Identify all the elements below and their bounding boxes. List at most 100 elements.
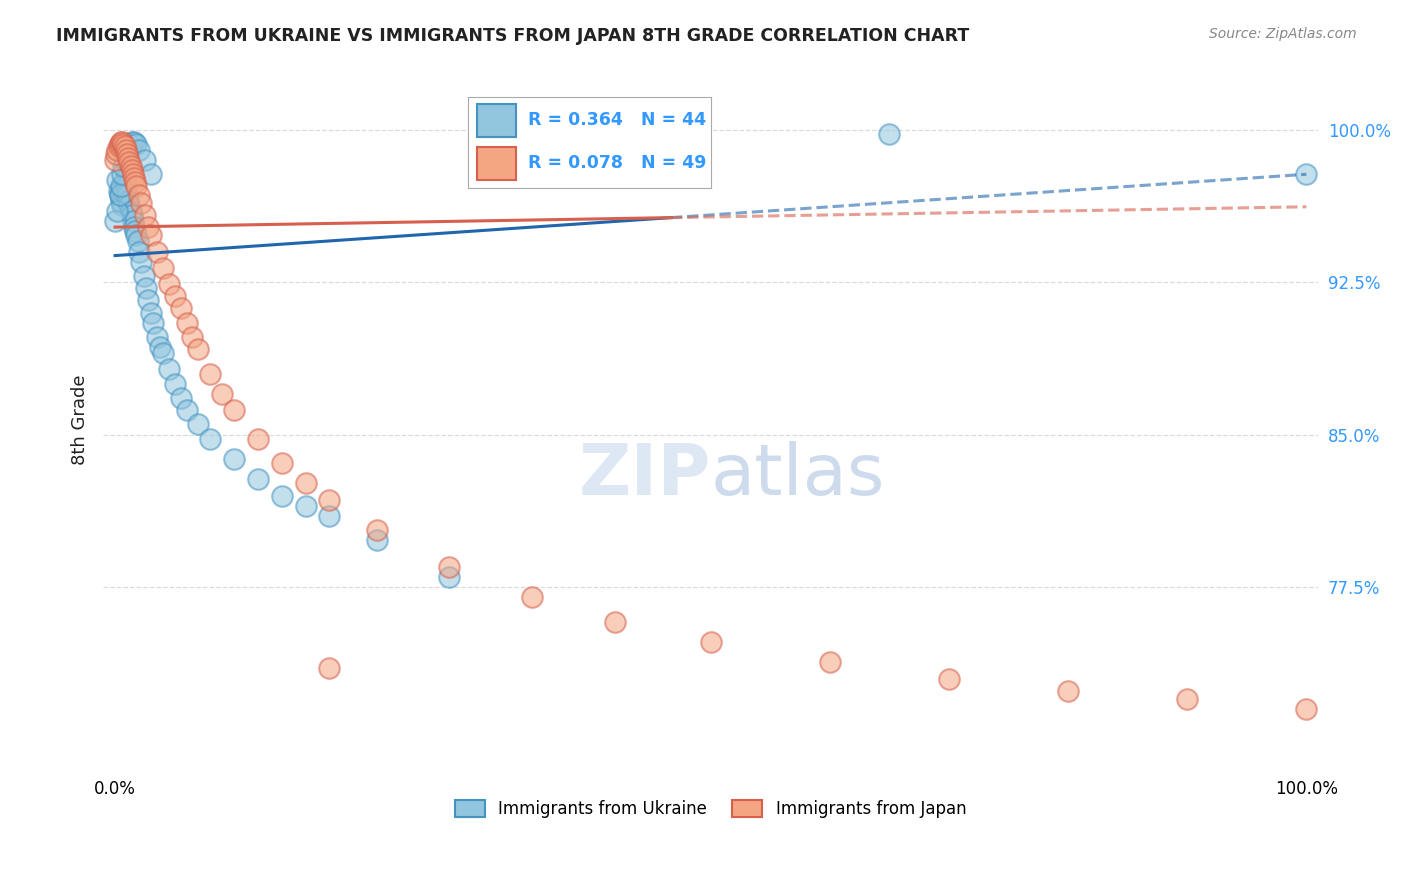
Point xyxy=(124,224,146,238)
Point xyxy=(145,330,167,344)
Point xyxy=(224,403,246,417)
Point xyxy=(176,403,198,417)
Point xyxy=(145,244,167,259)
Point xyxy=(107,138,129,153)
Point xyxy=(122,135,145,149)
Point xyxy=(1057,683,1080,698)
Point xyxy=(1175,691,1198,706)
Point xyxy=(104,214,127,228)
Point xyxy=(938,672,960,686)
Y-axis label: 8th Grade: 8th Grade xyxy=(72,374,89,465)
Point xyxy=(107,184,129,198)
Point xyxy=(121,163,143,178)
Point xyxy=(110,194,132,208)
Point xyxy=(187,417,209,432)
Point xyxy=(139,228,162,243)
Point xyxy=(117,194,139,208)
Text: atlas: atlas xyxy=(710,441,886,510)
Point xyxy=(115,147,138,161)
Point xyxy=(127,235,149,249)
Text: ZIP: ZIP xyxy=(578,441,710,510)
Point xyxy=(139,305,162,319)
Point xyxy=(105,147,128,161)
Point xyxy=(169,391,191,405)
Point xyxy=(318,661,340,675)
Point xyxy=(118,198,141,212)
Point xyxy=(120,203,142,218)
Point xyxy=(157,277,180,291)
Point xyxy=(152,346,174,360)
Point xyxy=(134,153,156,167)
Point xyxy=(176,316,198,330)
Point xyxy=(294,476,316,491)
Point xyxy=(114,147,136,161)
Point xyxy=(169,301,191,316)
Legend: Immigrants from Ukraine, Immigrants from Japan: Immigrants from Ukraine, Immigrants from… xyxy=(449,793,973,825)
Point xyxy=(132,268,155,283)
Point xyxy=(139,167,162,181)
Point xyxy=(134,208,156,222)
Point xyxy=(294,499,316,513)
Point xyxy=(128,187,150,202)
Point xyxy=(111,135,134,149)
Point xyxy=(114,153,136,167)
Point xyxy=(135,281,157,295)
Point xyxy=(118,136,141,151)
Point xyxy=(181,330,204,344)
Point xyxy=(118,155,141,169)
Point xyxy=(129,195,152,210)
Point xyxy=(122,167,145,181)
Point xyxy=(163,376,186,391)
Point xyxy=(129,254,152,268)
Point xyxy=(108,136,131,151)
Point xyxy=(110,179,132,194)
Point xyxy=(138,220,160,235)
Point xyxy=(437,570,460,584)
Point xyxy=(107,203,129,218)
Point xyxy=(111,198,134,212)
Point xyxy=(125,228,148,243)
Point xyxy=(125,136,148,151)
Point xyxy=(121,208,143,222)
Point xyxy=(128,143,150,157)
Point xyxy=(163,289,186,303)
Point xyxy=(107,173,129,187)
Point xyxy=(270,456,292,470)
Point xyxy=(699,635,721,649)
Point xyxy=(114,179,136,194)
Point xyxy=(138,293,160,308)
Point xyxy=(115,187,138,202)
Point xyxy=(318,508,340,523)
Point xyxy=(115,143,138,157)
Point xyxy=(124,175,146,189)
Point xyxy=(110,135,132,149)
Point xyxy=(1295,702,1317,716)
Point xyxy=(605,615,627,629)
Point xyxy=(111,167,134,181)
Point xyxy=(122,214,145,228)
Point xyxy=(108,187,131,202)
Point xyxy=(149,340,172,354)
Point xyxy=(246,432,269,446)
Point xyxy=(187,342,209,356)
Point xyxy=(157,362,180,376)
Point xyxy=(114,138,136,153)
Point xyxy=(112,184,135,198)
Point xyxy=(224,451,246,466)
Point xyxy=(366,533,388,548)
Point xyxy=(200,432,222,446)
Point xyxy=(520,590,543,604)
Point xyxy=(437,559,460,574)
Point xyxy=(108,187,131,202)
Point xyxy=(120,159,142,173)
Point xyxy=(211,387,233,401)
Point xyxy=(122,220,145,235)
Point xyxy=(117,151,139,165)
Point xyxy=(112,136,135,151)
Point xyxy=(114,143,136,157)
Point xyxy=(104,153,127,167)
Text: IMMIGRANTS FROM UKRAINE VS IMMIGRANTS FROM JAPAN 8TH GRADE CORRELATION CHART: IMMIGRANTS FROM UKRAINE VS IMMIGRANTS FR… xyxy=(56,27,970,45)
Point xyxy=(142,316,165,330)
Point xyxy=(1295,167,1317,181)
Point xyxy=(152,260,174,275)
